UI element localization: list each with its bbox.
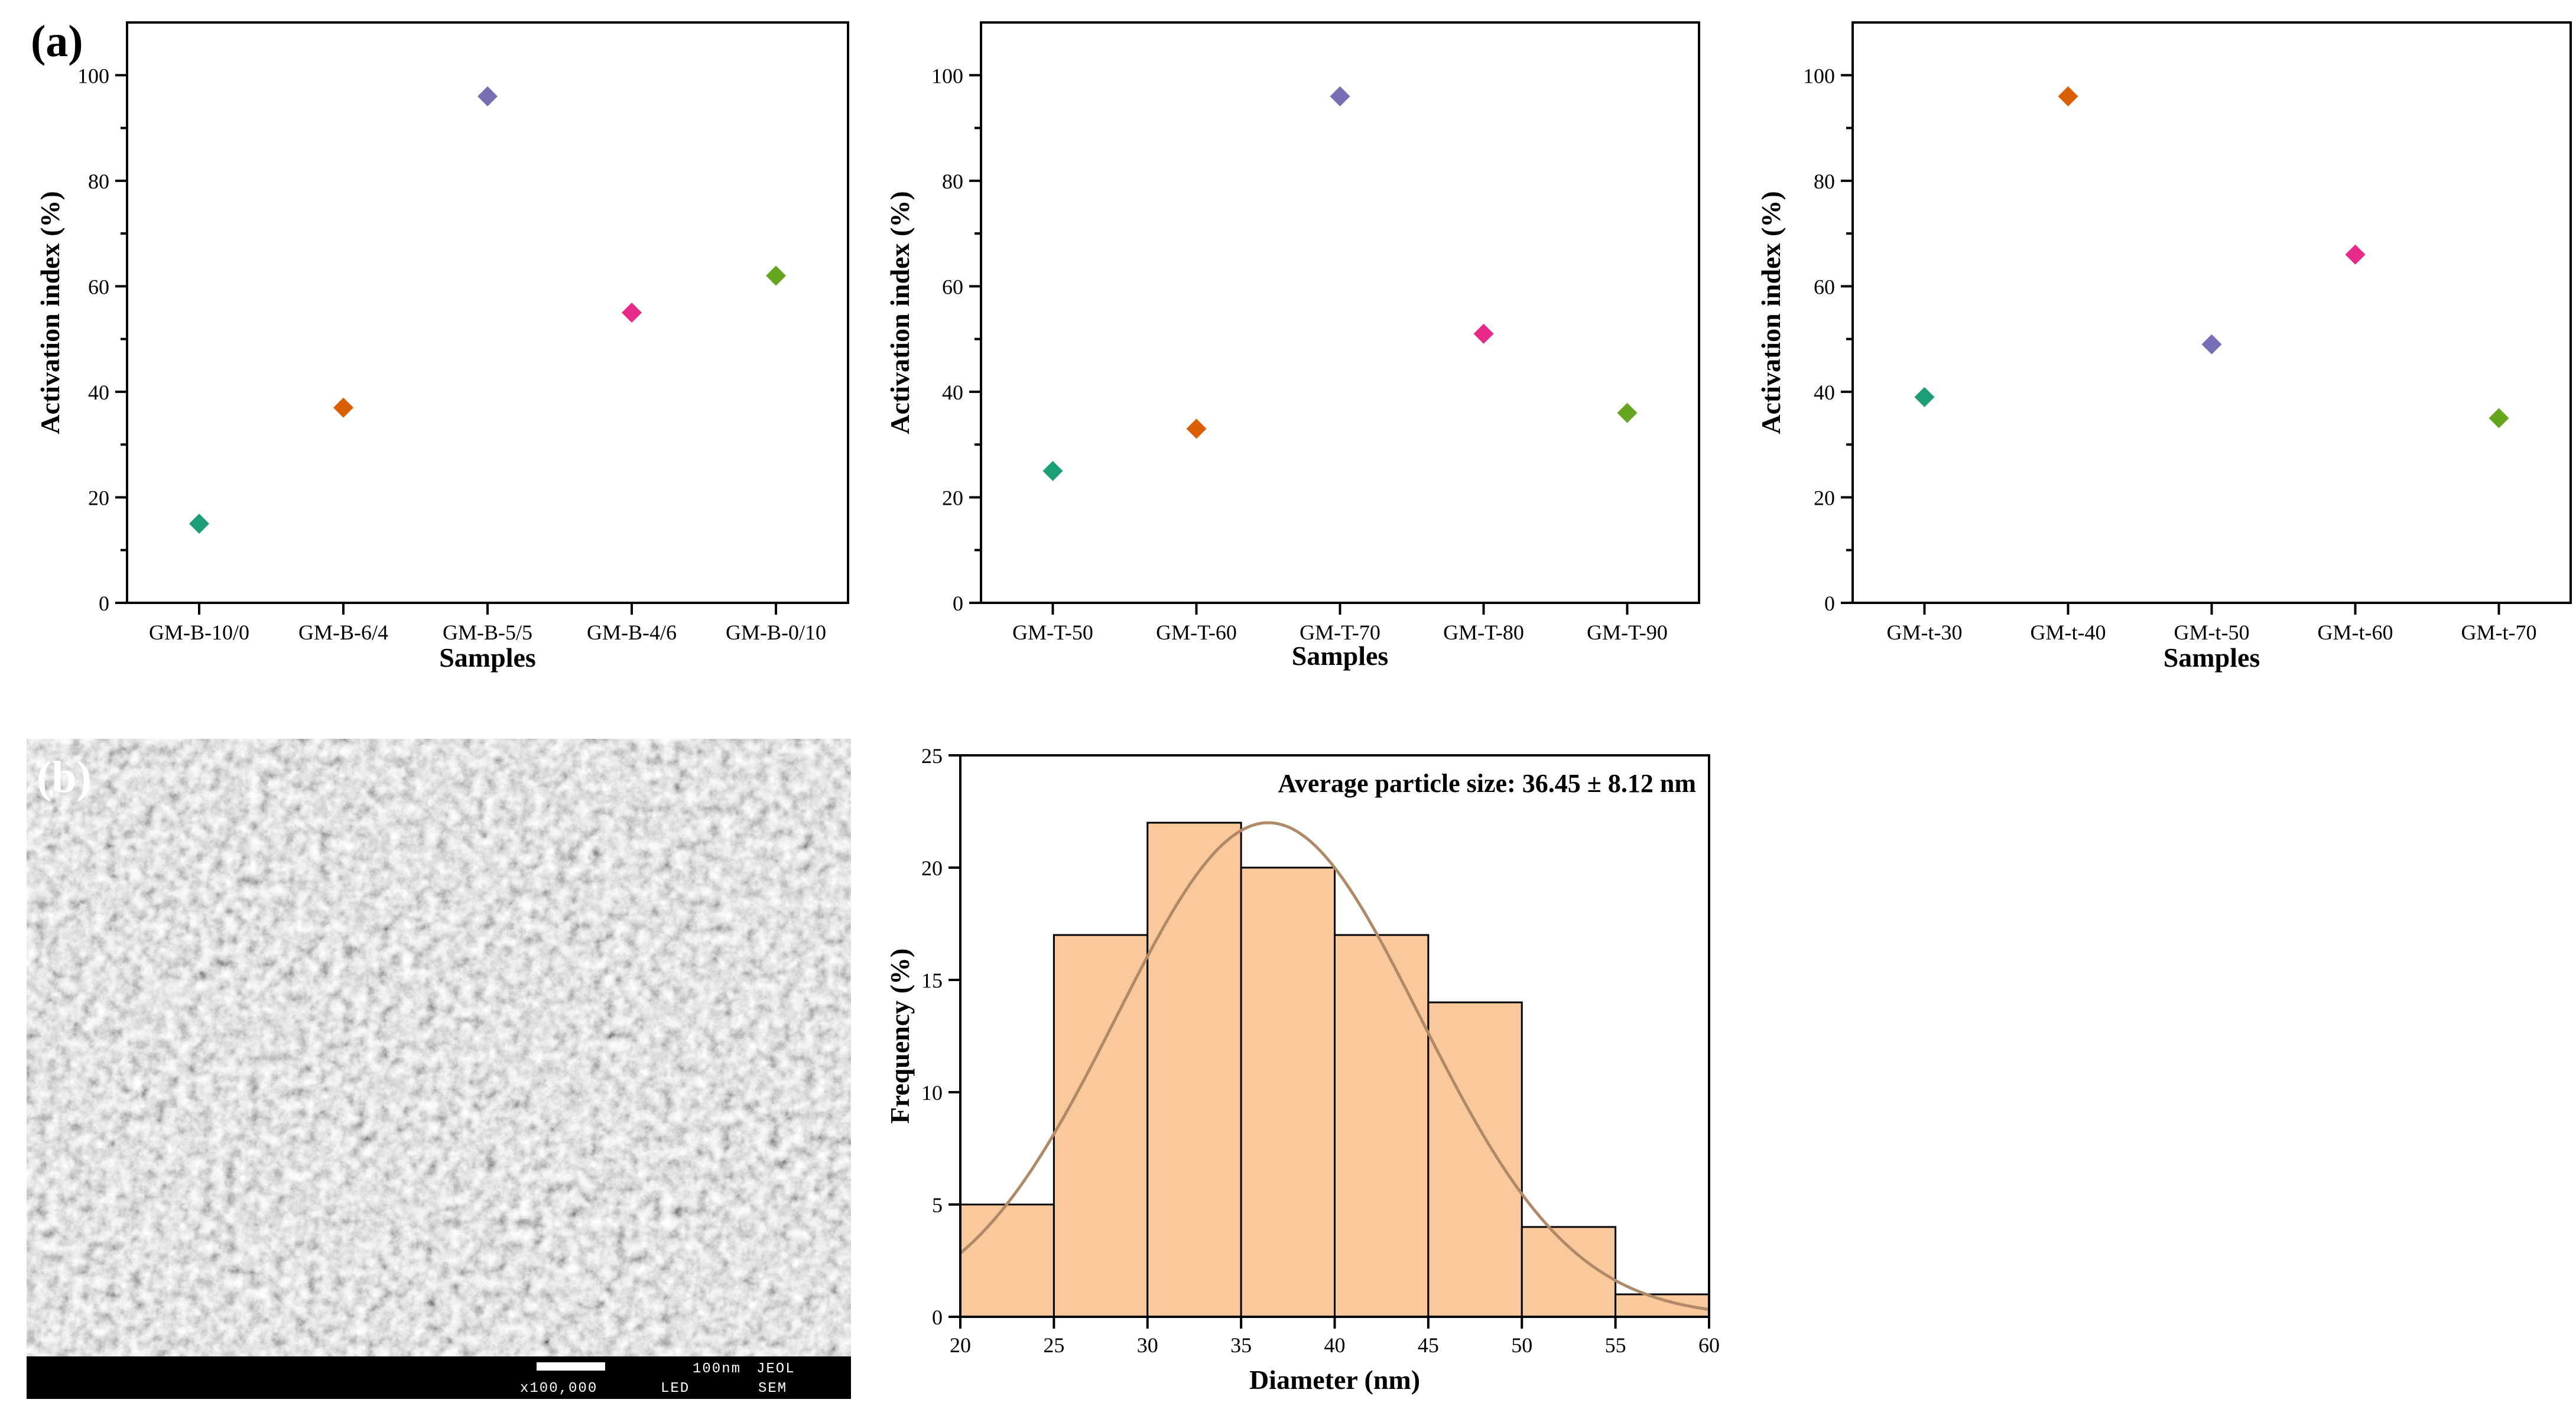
panel-a-label: (a) [31,17,83,66]
data-point [189,514,209,534]
x-tick-label: 25 [1043,1333,1064,1357]
y-axis-title: Activation index (%) [35,191,65,434]
x-tick-label: GM-B-10/0 [149,621,249,644]
x-tick-label: 35 [1230,1333,1252,1357]
y-tick-label: 60 [88,275,109,298]
y-tick-label: 100 [931,64,963,87]
y-axis-title: Activation index (%) [885,191,915,434]
x-tick-label: 20 [950,1333,971,1357]
y-tick-label: 10 [921,1081,943,1105]
y-tick-label: 40 [1814,381,1835,404]
x-tick-label: 30 [1137,1333,1158,1357]
y-axis-title: Activation index (%) [1756,191,1786,434]
sem-maker-text: JEOL [756,1361,795,1377]
y-tick-label: 60 [942,275,963,298]
histogram-bar [1053,934,1149,1318]
data-point [2058,86,2078,106]
data-point [2489,408,2509,428]
y-tick-label: 20 [88,486,109,509]
y-tick-label: 100 [1803,64,1835,87]
y-tick-label: 40 [942,381,963,404]
x-axis-title: Diameter (nm) [1249,1365,1420,1395]
scatter-chart-temperature: 0 20 40 60 80 100 GM-T-50 GM-T-60 GM-T-70 GM-T-80… [885,21,1700,671]
data-point [1473,323,1494,344]
x-tick-label: GM-B-5/5 [443,621,532,644]
data-point [1617,402,1638,423]
x-tick-label: GM-t-70 [2461,621,2537,644]
plot-frame [126,21,849,604]
data-point [1042,460,1063,481]
data-point [766,265,786,286]
y-tick-label: 80 [942,170,963,193]
sem-detector-text: LED [661,1381,690,1397]
scatter-chart-binder-ratio: 0 20 40 60 80 100 GM-B-10/0 GM-B-6/4 GM-B-5/5 GM-… [35,21,849,673]
x-tick-label: 55 [1605,1333,1626,1357]
y-tick-label: 0 [932,1306,943,1329]
data-point [2345,244,2366,265]
data-point [333,397,353,418]
sem-scale-text: 100nm [693,1361,741,1377]
gaussian-fit-curve [959,821,1710,1311]
histogram-bar [1334,934,1430,1318]
histogram-chart-particle-size: 20 25 30 35 40 45 50 55 60 0 5 10 15 20 25 Average part… [885,744,1720,1395]
histogram-bar [1240,866,1336,1318]
sem-image-texture [27,739,851,1356]
y-tick-label: 25 [921,744,943,768]
y-axis-title: Frequency (%) [885,949,915,1124]
x-axis-title: Samples [2164,642,2260,673]
x-tick-label: GM-B-0/10 [726,621,826,644]
sem-magnification-text: x100,000 [520,1381,597,1397]
y-tick-label: 20 [1814,486,1835,509]
data-point [2201,334,2222,355]
panel-b-label: (b) [37,752,92,802]
x-tick-label: GM-t-60 [2318,621,2393,644]
x-axis-title: Samples [1292,641,1389,671]
y-tick-label: 0 [99,592,109,615]
x-tick-label: GM-t-40 [2031,621,2106,644]
data-point [1186,418,1207,439]
x-tick-label: GM-t-50 [2174,621,2250,644]
x-tick-label: GM-T-90 [1587,621,1668,644]
x-tick-label: 60 [1698,1333,1720,1357]
histogram-bar [1615,1293,1710,1318]
x-tick-label: GM-B-6/4 [298,621,388,644]
average-size-annotation: Average particle size: 36.45 ± 8.12 nm [1278,769,1696,798]
x-tick-label: GM-B-4/6 [587,621,677,644]
x-tick-label: 40 [1324,1333,1346,1357]
histogram-bar [1427,1001,1523,1318]
data-point [622,303,642,323]
y-tick-label: 0 [1824,592,1835,615]
x-tick-label: GM-T-60 [1156,621,1237,644]
y-tick-label: 100 [77,64,109,87]
data-point [1330,86,1350,106]
histogram-bar [959,1203,1055,1318]
scatter-chart-time: 0 20 40 60 80 100 GM-t-30 GM-t-40 GM-t-50 GM-t-60… [1756,21,2572,673]
plot-frame [1851,21,2572,604]
sem-info-bar [27,1356,851,1399]
x-tick-label: GM-T-50 [1012,621,1093,644]
y-tick-label: 20 [942,486,963,509]
x-tick-label: GM-T-80 [1443,621,1524,644]
data-point [1914,387,1935,407]
sem-scale-bar [537,1362,605,1371]
x-tick-label: GM-t-30 [1887,621,1963,644]
y-tick-label: 80 [1814,170,1835,193]
x-axis-title: Samples [439,642,536,673]
sem-mode-text: SEM [758,1381,787,1397]
sem-micrograph: 100nm JEOL x100,000 LED SEM (b) [27,739,851,1399]
plot-frame [980,21,1700,604]
y-tick-label: 80 [88,170,109,193]
x-tick-label: 45 [1418,1333,1439,1357]
y-tick-label: 40 [88,381,109,404]
y-tick-label: 60 [1814,275,1835,298]
x-tick-label: 50 [1511,1333,1532,1357]
y-tick-label: 5 [932,1193,943,1217]
histogram-bar [1146,822,1242,1318]
x-tick-label: GM-T-70 [1300,621,1380,644]
y-tick-label: 20 [921,856,943,880]
y-tick-label: 15 [921,969,943,992]
data-point [477,86,498,106]
y-tick-label: 0 [953,592,963,615]
